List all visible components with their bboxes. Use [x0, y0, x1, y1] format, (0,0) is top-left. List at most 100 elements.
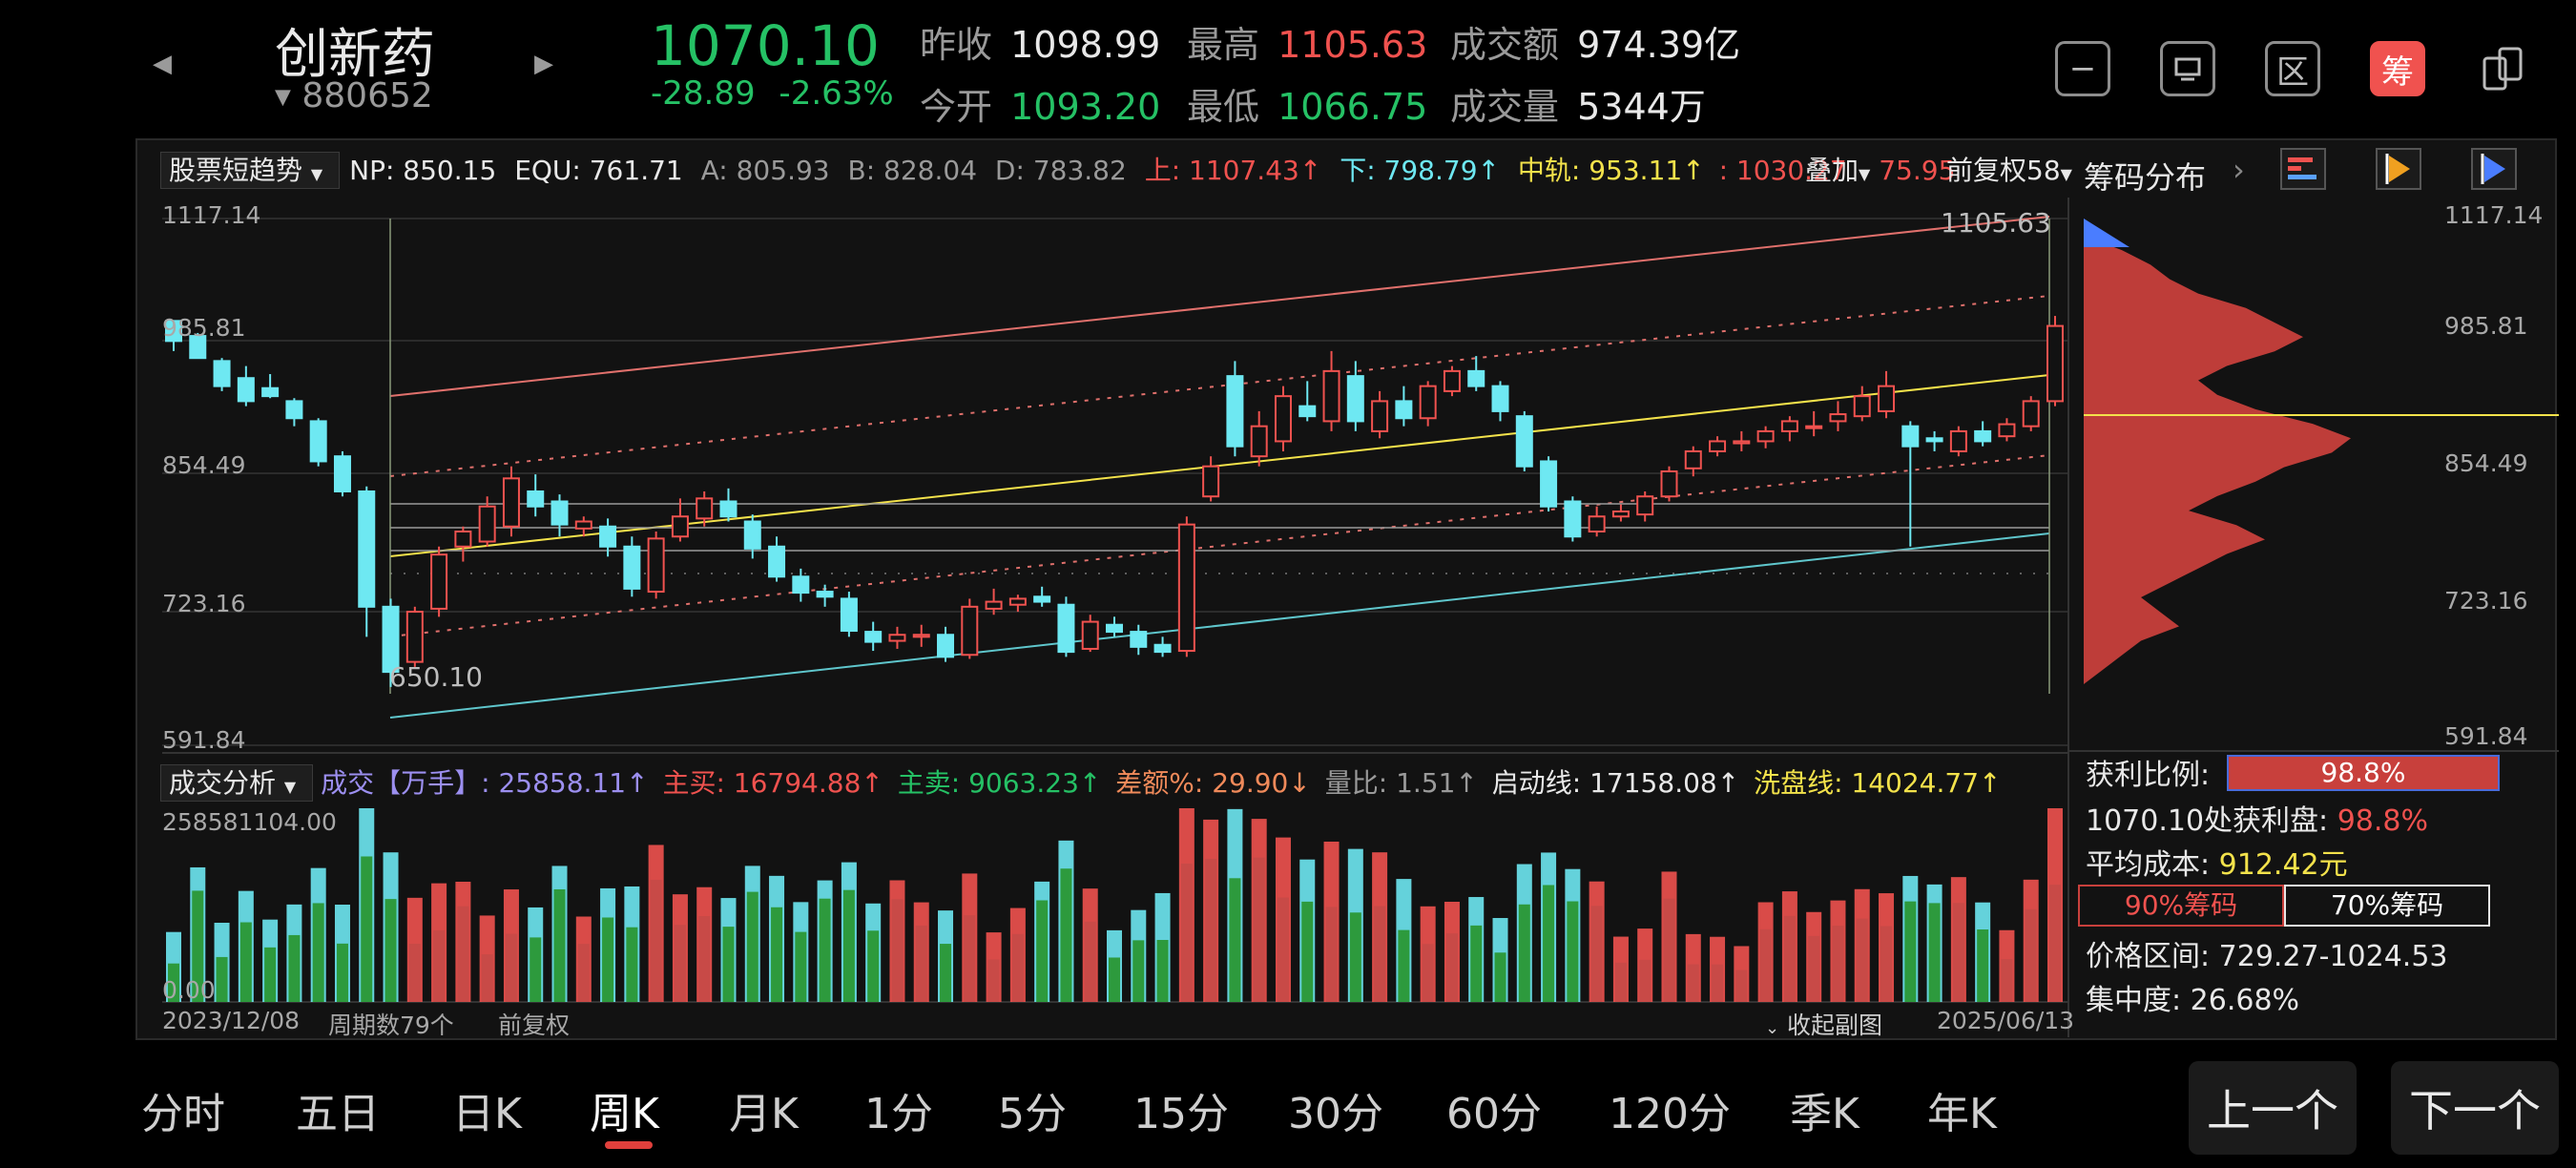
- tab-wuri[interactable]: 五日: [296, 1090, 380, 1138]
- tab-niank[interactable]: 年K: [1927, 1090, 1997, 1138]
- candle-body: [1660, 469, 1678, 498]
- volume-bar-inner: [1783, 915, 1796, 1002]
- volume-indicator-dropdown[interactable]: 成交分析 ▼: [160, 764, 314, 802]
- candle-body: [647, 537, 665, 594]
- tab-yuek[interactable]: 月K: [729, 1090, 799, 1138]
- down-band-value: 下: 798.79↑: [1340, 155, 1500, 186]
- volume-bar-inner: [1374, 906, 1386, 1002]
- tab-60min[interactable]: 60分: [1446, 1090, 1542, 1138]
- candle-body: [1130, 631, 1148, 648]
- screen-icon[interactable]: [2160, 41, 2215, 96]
- volume-value: 5344万: [1577, 86, 1706, 128]
- concentration-value: 26.68%: [2190, 984, 2300, 1017]
- candle-body: [816, 591, 834, 598]
- tab-rik[interactable]: 日K: [452, 1090, 522, 1138]
- candle-body: [912, 634, 930, 638]
- chevron-down-icon: ▼: [283, 778, 297, 796]
- candle-body: [696, 497, 714, 520]
- chou-icon[interactable]: 筹: [2370, 41, 2425, 96]
- device-icon[interactable]: [2475, 41, 2530, 96]
- volume-bar-inner: [1325, 907, 1338, 1002]
- chip-distribution-shape: [2084, 236, 2351, 684]
- chip-mode-bars-icon[interactable]: [2280, 148, 2326, 190]
- volume-bar-inner: [1422, 944, 1434, 1002]
- adjust-dropdown[interactable]: 前复权58▼: [1946, 150, 2072, 188]
- chip-distribution-group: [2084, 219, 2559, 684]
- tab-fenshi[interactable]: 分时: [141, 1090, 225, 1138]
- qu-icon[interactable]: 区: [2265, 41, 2320, 96]
- tab-1min[interactable]: 1分: [864, 1090, 933, 1138]
- tab-120min[interactable]: 120分: [1609, 1090, 1731, 1138]
- chip-70-tab[interactable]: 70%筹码: [2284, 885, 2490, 927]
- candle-body: [961, 605, 979, 657]
- chevron-down-icon: ▼: [275, 85, 291, 110]
- candle-body: [1153, 643, 1172, 654]
- adjust-label: 前复权: [1946, 155, 2027, 186]
- volume-bar-inner: [216, 956, 228, 1002]
- indicator-dropdown[interactable]: 股票短趋势 ▼: [160, 152, 341, 189]
- candle-body: [574, 520, 592, 530]
- profit-line-value: 98.8%: [2337, 804, 2429, 838]
- collapse-subchart-button[interactable]: ⌄ 收起副图: [1765, 1007, 1882, 1041]
- prev-stock-arrow-icon[interactable]: ◀: [153, 50, 172, 78]
- tab-jik[interactable]: 季K: [1790, 1090, 1859, 1138]
- tab-15min[interactable]: 15分: [1133, 1090, 1229, 1138]
- tab-5min[interactable]: 5分: [998, 1090, 1067, 1138]
- candle-body: [454, 531, 472, 548]
- candle-body: [985, 600, 1003, 610]
- collapse-label: 收起副图: [1787, 1012, 1883, 1039]
- candle-body: [1515, 415, 1533, 468]
- candle-body: [599, 525, 617, 548]
- volume-bar-inner: [1301, 901, 1314, 1002]
- end-date: 2025/06/13: [1937, 1007, 2075, 1034]
- chart-panel: 股票短趋势 ▼ NP: 850.15 EQU: 761.71 A: 805.93…: [135, 138, 2559, 1042]
- volume-bar-inner: [530, 937, 542, 1002]
- price-axis-right-4: 591.84: [2444, 722, 2528, 750]
- chip-90-tab[interactable]: 90%筹码: [2078, 885, 2284, 927]
- volume-bar-inner: [577, 944, 590, 1002]
- candle-body: [1106, 623, 1123, 634]
- candle-body: [261, 386, 280, 398]
- next-stock-arrow-icon[interactable]: ▶: [534, 50, 553, 78]
- chevron-down-icon: ▼: [1859, 165, 1871, 183]
- vol-value: 成交【万手】: 25858.11↑: [321, 767, 649, 799]
- volume-bar-inner: [481, 954, 493, 1002]
- double-chevron-down-icon: ⌄: [1765, 1018, 1780, 1038]
- candle-body: [1780, 420, 1798, 432]
- chevron-right-icon[interactable]: ›: [2233, 152, 2245, 188]
- candle-body: [285, 400, 303, 420]
- chip-mode-blue-icon[interactable]: [2471, 148, 2517, 190]
- candle-body: [888, 634, 906, 642]
- tab-zhouk[interactable]: 周K: [590, 1090, 659, 1138]
- overlay-dropdown[interactable]: 叠加▼ 75.95: [1805, 150, 1955, 188]
- volume-bar-inner: [1567, 901, 1579, 1002]
- tab-30min[interactable]: 30分: [1288, 1090, 1383, 1138]
- high-label: 最高: [1187, 24, 1260, 66]
- volume-bar-inner: [940, 944, 952, 1002]
- next-button[interactable]: 下一个: [2391, 1061, 2559, 1155]
- volume-bar-inner: [408, 944, 421, 1002]
- volume-bar-inner: [192, 890, 204, 1002]
- min-price-annotation: 650.10: [389, 661, 483, 693]
- upper-dashed-line: [389, 295, 2050, 477]
- prev-button[interactable]: 上一个: [2189, 1061, 2357, 1155]
- sell-value: 主卖: 9063.23↑: [897, 767, 1102, 799]
- volume-bar-inner: [722, 927, 735, 1002]
- candlestick-chart[interactable]: [137, 140, 2559, 1042]
- volume-bar-inner: [1977, 929, 1989, 1002]
- stock-code-dropdown[interactable]: ▼ 880652: [275, 76, 433, 115]
- chip-mode-fire-icon[interactable]: [2376, 148, 2421, 190]
- candle-body: [189, 335, 207, 360]
- volume-bar-inner: [1952, 903, 1964, 1002]
- low-value: 1066.75: [1278, 86, 1428, 128]
- volume-bar-inner: [1132, 940, 1145, 1002]
- volume-bar-inner: [1808, 935, 1820, 1002]
- open-label: 今开: [920, 86, 993, 128]
- minus-box-icon[interactable]: −: [2055, 41, 2110, 96]
- candle-body: [405, 611, 424, 663]
- candle-body: [1008, 597, 1027, 606]
- price-axis-right-1: 985.81: [2444, 312, 2528, 340]
- avg-cost: 平均成本: 912.42元: [2086, 841, 2348, 883]
- volume-bar-inner: [1494, 952, 1506, 1002]
- price-range-value: 729.27-1024.53: [2218, 940, 2448, 973]
